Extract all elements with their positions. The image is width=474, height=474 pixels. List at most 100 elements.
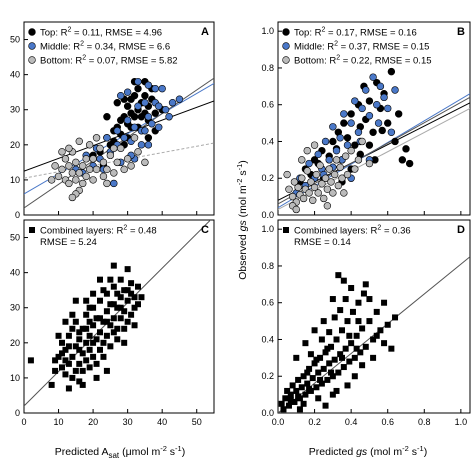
- point-top: [398, 156, 407, 164]
- point-combined-layers: [339, 354, 345, 361]
- point-top: [365, 97, 374, 105]
- point-combined-layers: [377, 327, 384, 334]
- point-top: [365, 141, 374, 149]
- y-tick-label: 40: [10, 268, 20, 278]
- point-middle: [351, 97, 359, 105]
- point-bottom: [327, 178, 335, 186]
- point-middle: [158, 84, 166, 93]
- point-middle: [130, 123, 139, 131]
- point-bottom: [47, 176, 56, 184]
- point-combined-layers: [114, 336, 121, 343]
- point-combined-layers: [124, 297, 131, 304]
- point-combined-layers: [326, 360, 333, 367]
- point-combined-layers: [90, 290, 97, 297]
- point-combined-layers: [328, 369, 335, 376]
- point-bottom: [54, 172, 63, 181]
- point-combined-layers: [335, 369, 342, 376]
- point-combined-layers: [86, 332, 93, 339]
- point-combined-layers: [359, 362, 366, 369]
- point-combined-layers: [110, 262, 117, 269]
- point-combined-layers: [322, 402, 329, 409]
- point-combined-layers: [300, 373, 307, 380]
- point-combined-layers: [93, 374, 100, 381]
- point-combined-layers: [333, 387, 340, 394]
- point-combined-layers: [27, 357, 34, 364]
- point-combined-layers: [287, 391, 294, 398]
- point-middle: [358, 104, 366, 113]
- point-combined-layers: [52, 367, 59, 374]
- point-combined-layers: [311, 360, 318, 367]
- point-combined-layers: [135, 283, 141, 290]
- point-middle: [103, 134, 111, 142]
- point-combined-layers: [124, 318, 131, 325]
- point-combined-layers: [373, 308, 380, 315]
- point-middle: [120, 134, 128, 142]
- point-combined-layers: [335, 272, 342, 279]
- point-combined-layers: [100, 339, 107, 346]
- point-middle: [387, 128, 396, 136]
- point-middle: [134, 77, 142, 86]
- point-middle: [380, 93, 388, 102]
- point-combined-layers: [72, 343, 79, 350]
- point-combined-layers: [315, 395, 322, 402]
- point-bottom: [347, 146, 355, 155]
- point-combined-layers: [72, 318, 79, 325]
- point-top: [405, 159, 414, 168]
- point-bottom: [99, 172, 108, 181]
- point-combined-layers: [300, 400, 307, 407]
- point-combined-layers: [329, 373, 336, 380]
- point-combined-layers: [103, 290, 110, 297]
- legend-rmse: RMSE = 0.14: [294, 237, 351, 248]
- y-tick-label: 50: [10, 35, 20, 45]
- point-top: [384, 119, 392, 127]
- point-combined-layers: [348, 340, 355, 347]
- point-bottom: [130, 134, 139, 142]
- legend-entry: Combined layers: R2 = 0.36: [294, 225, 411, 237]
- y-tick-label: 0.2: [261, 173, 274, 183]
- y-tick-label: 30: [10, 105, 20, 115]
- point-bottom: [117, 144, 125, 153]
- point-combined-layers: [59, 339, 65, 346]
- point-combined-layers: [287, 397, 294, 404]
- y-tick-label: 50: [10, 233, 20, 243]
- x-tick-label: 40: [157, 417, 167, 427]
- point-bottom: [58, 148, 66, 156]
- point-middle: [144, 141, 153, 149]
- legend-entry: Bottom: R2 = 0.07, RMSE = 5.82: [40, 55, 178, 67]
- point-top: [343, 134, 352, 142]
- x-tick-label: 0.0: [272, 417, 285, 427]
- point-combined-layers: [76, 346, 83, 353]
- panel-b: 0.0 0.2 0.4 0.6 0.8 1.0 Top: R2 = 0.17, RMSE =…: [261, 21, 471, 220]
- point-middle: [343, 141, 352, 149]
- point-combined-layers: [291, 398, 298, 405]
- point-combined-layers: [93, 315, 100, 322]
- y-tick-label: 0.4: [261, 334, 274, 344]
- point-combined-layers: [353, 345, 360, 352]
- point-combined-layers: [124, 287, 131, 294]
- point-bottom: [68, 193, 77, 202]
- legend-marker: [282, 42, 290, 50]
- point-combined-layers: [392, 314, 399, 321]
- point-combined-layers: [351, 354, 358, 361]
- data-points: [283, 67, 414, 214]
- point-combined-layers: [117, 294, 124, 301]
- point-bottom: [329, 189, 337, 197]
- point-combined-layers: [79, 367, 86, 374]
- point-bottom: [334, 181, 343, 190]
- point-top: [351, 141, 359, 149]
- panel-letter: B: [457, 26, 465, 38]
- point-combined-layers: [322, 349, 329, 356]
- point-combined-layers: [324, 376, 331, 383]
- point-bottom: [312, 170, 321, 179]
- point-middle: [329, 123, 337, 131]
- point-combined-layers: [357, 349, 364, 356]
- point-combined-layers: [302, 391, 309, 398]
- point-combined-layers: [83, 325, 90, 332]
- plot-frame: [23, 21, 215, 216]
- point-bottom: [113, 158, 121, 167]
- point-combined-layers: [93, 336, 100, 343]
- legend-marker: [28, 42, 36, 50]
- point-combined-layers: [86, 304, 93, 311]
- x-tick-label: 30: [123, 417, 133, 427]
- data-points: [27, 262, 145, 392]
